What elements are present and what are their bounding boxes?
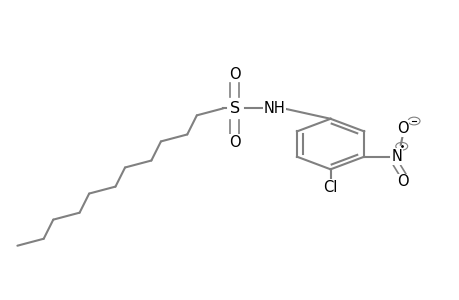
Text: NH: NH bbox=[263, 101, 285, 116]
Text: N: N bbox=[391, 149, 402, 164]
Text: O: O bbox=[396, 121, 408, 136]
Text: O: O bbox=[396, 175, 408, 190]
Text: S: S bbox=[229, 101, 239, 116]
Text: O: O bbox=[228, 135, 240, 150]
Text: O: O bbox=[228, 67, 240, 82]
Text: Cl: Cl bbox=[323, 180, 337, 195]
